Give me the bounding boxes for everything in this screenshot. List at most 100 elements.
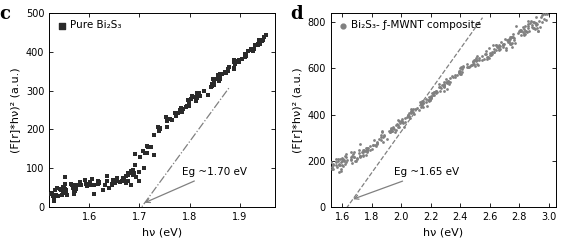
Point <box>426 96 435 100</box>
Point <box>489 50 498 54</box>
Point <box>193 92 202 95</box>
Point <box>404 111 413 115</box>
Point <box>262 34 271 37</box>
Point <box>495 48 504 52</box>
Point <box>352 156 361 160</box>
Point <box>435 82 444 86</box>
Point <box>184 101 193 104</box>
Point <box>494 44 503 48</box>
Point <box>500 42 509 46</box>
Point <box>436 87 445 90</box>
Point <box>427 96 436 100</box>
Point <box>234 58 243 62</box>
Point <box>110 181 119 185</box>
Point <box>212 78 221 81</box>
Point <box>361 146 370 150</box>
Point <box>235 60 244 64</box>
Point <box>224 69 233 72</box>
Point <box>496 47 505 51</box>
Point <box>108 183 117 187</box>
Point <box>489 43 498 47</box>
Point <box>57 188 66 192</box>
Point <box>426 98 435 102</box>
Point <box>220 70 229 74</box>
Point <box>242 54 251 58</box>
Point <box>487 50 496 54</box>
Point <box>68 183 77 187</box>
Point <box>447 74 456 78</box>
Point <box>537 13 546 17</box>
Point <box>242 52 251 56</box>
Point <box>435 85 444 89</box>
Point <box>72 187 81 191</box>
Point <box>538 20 547 24</box>
Point <box>484 56 493 60</box>
Point <box>394 125 403 129</box>
Point <box>358 150 367 154</box>
Point <box>162 115 171 119</box>
Point <box>349 155 358 159</box>
Point <box>395 119 404 122</box>
Point <box>122 180 131 183</box>
Point <box>90 192 99 196</box>
Point <box>490 50 499 54</box>
Point <box>457 72 466 76</box>
Point <box>260 35 269 39</box>
Point <box>406 111 415 115</box>
Point <box>482 57 491 61</box>
Point <box>455 69 464 73</box>
Point <box>123 173 132 177</box>
Point <box>94 182 103 186</box>
Point <box>58 189 67 193</box>
Point <box>424 99 433 103</box>
Point <box>477 58 486 62</box>
Point <box>126 169 135 173</box>
Point <box>61 191 70 195</box>
Point <box>194 91 203 95</box>
Point <box>454 69 463 73</box>
Point <box>540 12 549 16</box>
Point <box>48 194 57 198</box>
Point <box>112 176 121 180</box>
Point <box>149 153 158 157</box>
Point <box>60 182 69 186</box>
Point <box>87 183 96 187</box>
Point <box>131 152 140 156</box>
Point <box>428 93 437 97</box>
Point <box>432 89 441 93</box>
Point <box>531 15 540 19</box>
Point <box>389 127 398 131</box>
Point <box>207 82 216 86</box>
Point <box>458 70 467 74</box>
Point <box>181 105 190 109</box>
Point <box>369 138 378 142</box>
Point <box>359 154 368 158</box>
Point <box>332 163 341 167</box>
Point <box>59 185 68 189</box>
Point <box>427 95 436 99</box>
Legend: Pure Bi₂S₃: Pure Bi₂S₃ <box>55 18 124 32</box>
Point <box>258 39 267 43</box>
Point <box>127 183 136 187</box>
Point <box>144 145 153 149</box>
Point <box>426 98 435 102</box>
Point <box>472 58 481 62</box>
Point <box>448 75 457 79</box>
Point <box>436 85 445 89</box>
Point <box>404 113 413 117</box>
Point <box>208 85 217 88</box>
Point <box>432 89 441 93</box>
Point <box>455 71 464 75</box>
Point <box>520 29 529 33</box>
Point <box>409 107 418 111</box>
Point <box>109 178 118 182</box>
Point <box>482 49 491 53</box>
Point <box>416 100 425 104</box>
Point <box>352 157 361 161</box>
Point <box>530 21 539 25</box>
Point <box>377 138 386 142</box>
Point <box>472 59 481 63</box>
Point <box>240 55 249 59</box>
Point <box>240 52 249 55</box>
Point <box>399 125 408 129</box>
